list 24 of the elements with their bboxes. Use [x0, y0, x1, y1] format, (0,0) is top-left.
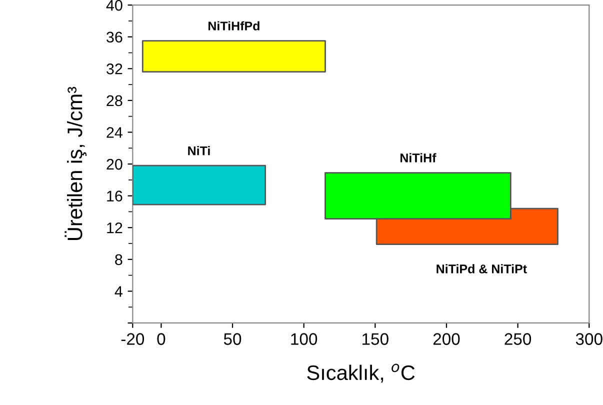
x-tick-label: 0	[157, 333, 166, 345]
x-tick-label: -20	[121, 333, 144, 345]
y-tick-label: 16	[107, 190, 122, 202]
series-label: NiTiPd & NiTiPt	[436, 264, 527, 274]
y-tick-label: 36	[106, 32, 122, 43]
y-axis-title: Üretilen iş, J/cm³	[64, 86, 86, 240]
y-tick-label: 12	[107, 222, 122, 234]
x-tick-label: 200	[433, 333, 460, 345]
y-tick-label: 28	[106, 95, 122, 106]
x-tick-label: 50	[224, 333, 242, 345]
x-tick-label: 150	[362, 333, 388, 345]
x-tick-label: 300	[576, 333, 602, 345]
x-tick-label: 100	[291, 333, 318, 345]
y-tick-label: 32	[106, 64, 122, 74]
y-tick-label: 4	[114, 286, 122, 297]
y-tick-label: 8	[115, 254, 122, 266]
y-tick-label: 20	[106, 158, 122, 170]
x-axis-title: Sıcaklık, $^{o}$C	[307, 364, 415, 383]
y-tick-label: 40	[106, 0, 122, 11]
series-label: NiTiHfPd	[208, 21, 260, 30]
x-tick-label: 250	[504, 333, 532, 345]
series-label: NiTi	[188, 146, 210, 156]
y-tick-label: 24	[106, 127, 122, 138]
series-label: NiTiHf	[400, 153, 436, 162]
